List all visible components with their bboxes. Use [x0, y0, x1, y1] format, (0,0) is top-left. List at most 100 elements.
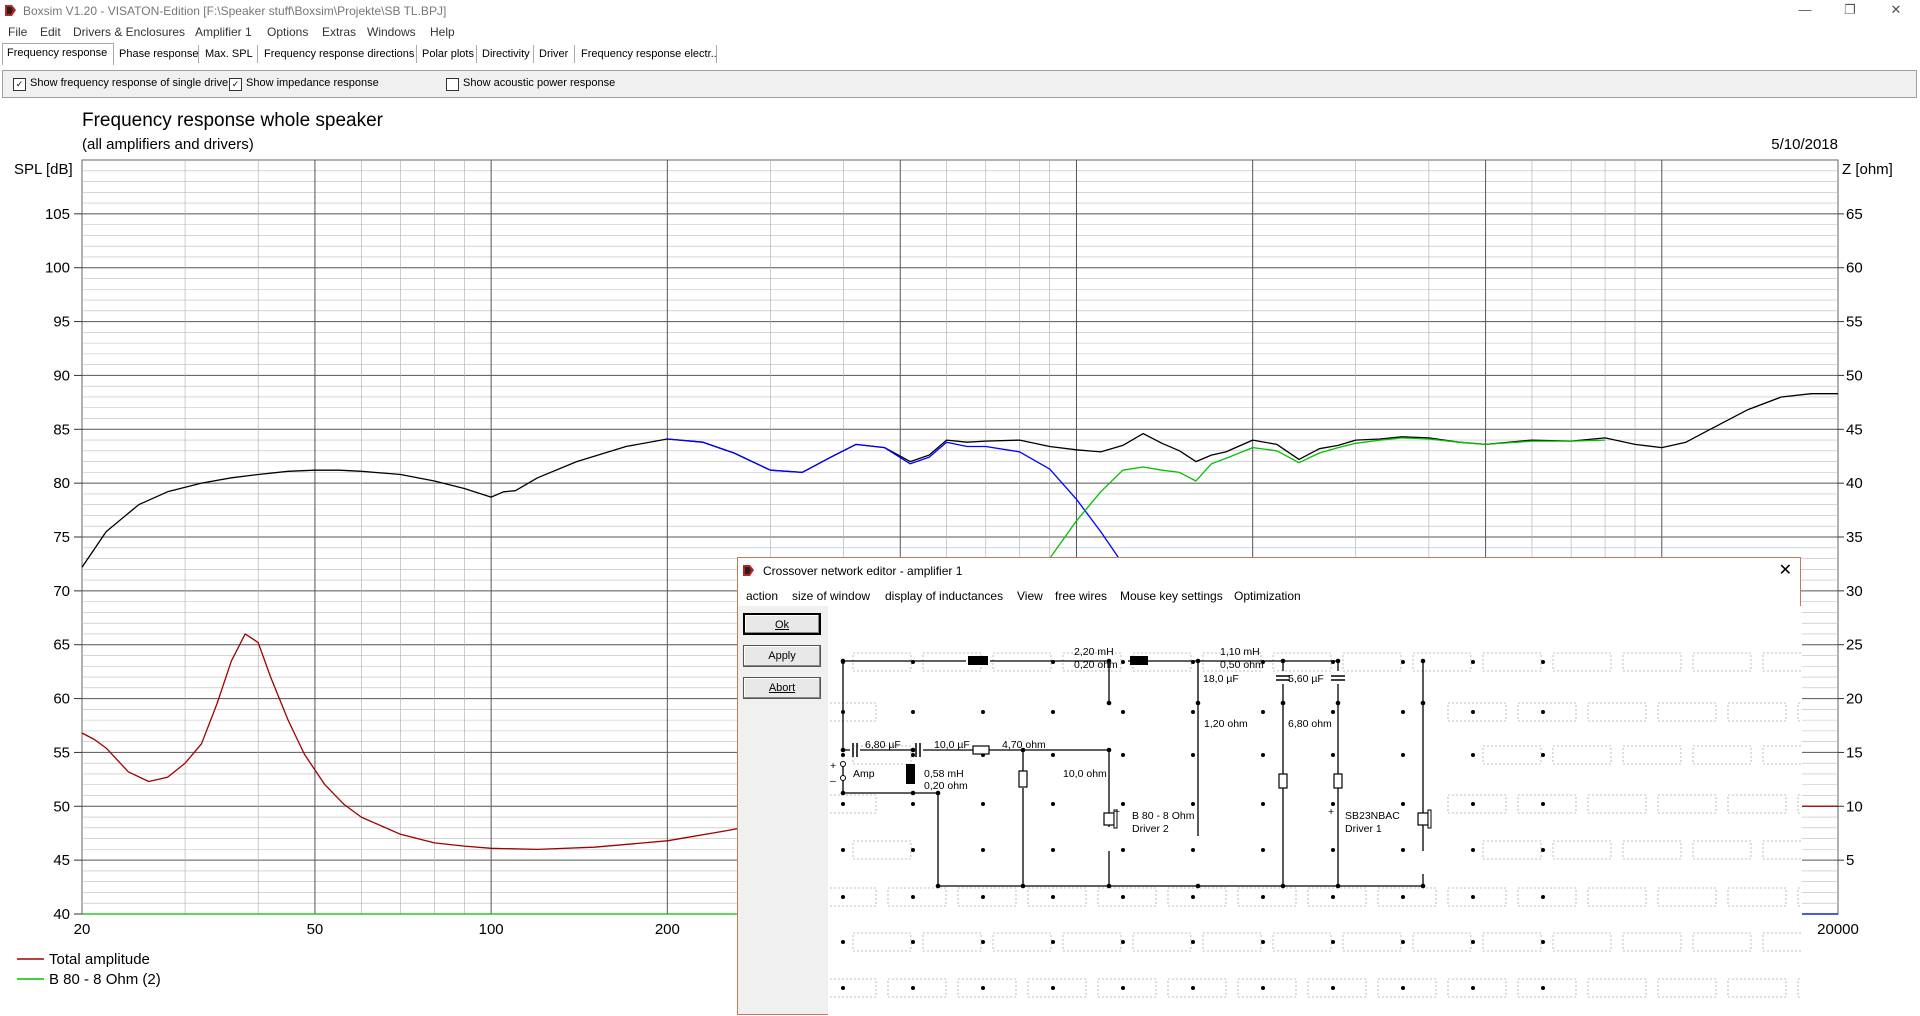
- xmenu-optimization[interactable]: Optimization: [1234, 589, 1301, 603]
- grid-dot: [1121, 802, 1125, 806]
- ok-button[interactable]: Ok: [743, 613, 821, 635]
- resistor-symbol: [972, 745, 990, 755]
- tab-frequency-response-electr[interactable]: Frequency response electr..: [577, 45, 717, 63]
- xmenu-action[interactable]: action: [746, 589, 779, 603]
- grid-dot: [1541, 753, 1545, 757]
- grid-dot: [1331, 940, 1335, 944]
- single-drive-checkbox[interactable]: ✓: [13, 78, 26, 91]
- driver1-name: SB23NBAC: [1345, 810, 1400, 822]
- grid-dot: [1541, 986, 1545, 990]
- xmenu-mouse-key-settings[interactable]: Mouse key settings: [1120, 589, 1223, 603]
- empty-slot: [828, 702, 877, 722]
- l2-value: 1,10 mH: [1220, 646, 1260, 658]
- empty-slot: [1412, 652, 1472, 672]
- tab-max-spl[interactable]: Max. SPL: [201, 45, 258, 63]
- tab-driver[interactable]: Driver: [535, 45, 575, 63]
- amp-terminal-plus: [840, 761, 846, 767]
- y-tick-label: 90: [53, 367, 70, 384]
- minus-terminal: –: [830, 775, 836, 787]
- impedance-checkbox[interactable]: ✓: [229, 78, 242, 91]
- title-bar: Boxsim V1.20 - VISATON-Edition [F:\Speak…: [0, 0, 1920, 22]
- tab-polar-plots[interactable]: Polar plots: [418, 45, 477, 63]
- junction-dot: [1280, 658, 1286, 664]
- grid-dot: [1191, 986, 1195, 990]
- apply-button[interactable]: Apply: [743, 645, 821, 667]
- grid-dot: [1401, 986, 1405, 990]
- empty-slot: [1377, 978, 1437, 998]
- tab-directivity[interactable]: Directivity: [478, 45, 534, 63]
- tab-frequency-response-directions[interactable]: Frequency response directions: [260, 45, 417, 63]
- xmenu-size-of-window[interactable]: size of window: [792, 589, 871, 603]
- junction-dot: [1020, 747, 1026, 753]
- menu-extras[interactable]: Extras: [322, 25, 357, 39]
- empty-slot: [957, 978, 1017, 998]
- y-tick-label: 100: [45, 260, 70, 277]
- menu-drivers-enclosures[interactable]: Drivers & Enclosures: [73, 25, 186, 39]
- r3-value: 4,70 ohm: [1002, 739, 1046, 751]
- junction-dot: [1106, 658, 1112, 664]
- components: [840, 656, 1432, 889]
- empty-slot: [1727, 794, 1787, 814]
- tab-frequency-response[interactable]: Frequency response: [2, 43, 114, 65]
- crossover-schematic: 2,20 mH 0,20 ohm 1,10 mH 0,50 ohm 18,0 µ…: [828, 646, 1802, 998]
- xmenu-display-of-inductances[interactable]: display of inductances: [885, 589, 1004, 603]
- restore-button[interactable]: ❐: [1844, 2, 1856, 17]
- xmenu-free-wires[interactable]: free wires: [1055, 589, 1108, 603]
- crossover-menu-bar: action size of window display of inducta…: [738, 584, 1800, 606]
- driver2-plus: +: [1114, 806, 1120, 818]
- empty-slot: [1062, 932, 1122, 952]
- empty-slot: [1412, 932, 1472, 952]
- c2-value: 5,60 µF: [1288, 673, 1324, 685]
- empty-slot: [1097, 978, 1157, 998]
- minimize-button[interactable]: —: [1798, 2, 1812, 17]
- grid-dot: [1471, 986, 1475, 990]
- grid-dot: [911, 895, 915, 899]
- junction-dot: [840, 790, 846, 796]
- window-title: Boxsim V1.20 - VISATON-Edition [F:\Speak…: [23, 4, 447, 18]
- menu-edit[interactable]: Edit: [40, 25, 61, 39]
- empty-slot: [1482, 840, 1542, 860]
- close-icon[interactable]: ✕: [1778, 562, 1792, 579]
- menu-help[interactable]: Help: [430, 25, 455, 39]
- abort-button[interactable]: Abort: [743, 677, 821, 699]
- empty-slot: [828, 794, 877, 814]
- y2-tick-label: 65: [1846, 206, 1863, 223]
- chart-date: 5/10/2018: [1771, 136, 1838, 153]
- junction-dot: [840, 658, 846, 664]
- menu-file[interactable]: File: [8, 25, 28, 39]
- grid-dot: [1191, 940, 1195, 944]
- grid-dot: [1051, 940, 1055, 944]
- close-button[interactable]: ✕: [1890, 2, 1902, 17]
- empty-slot: [1482, 745, 1542, 765]
- empty-slot: [1762, 840, 1802, 860]
- grid-dot: [1121, 710, 1125, 714]
- inductor-symbol: [906, 764, 915, 784]
- empty-slot: [1272, 652, 1332, 672]
- empty-slot: [1762, 745, 1802, 765]
- empty-slot: [887, 887, 947, 907]
- xmenu-view[interactable]: View: [1017, 589, 1043, 603]
- empty-slot: [1762, 932, 1802, 952]
- c1-value: 18,0 µF: [1203, 673, 1239, 685]
- grid-dot: [1051, 710, 1055, 714]
- grid-dot: [1471, 802, 1475, 806]
- junction-dot: [1280, 700, 1286, 706]
- driver-cone: [1113, 809, 1118, 829]
- menu-windows[interactable]: Windows: [367, 25, 416, 39]
- chart-series: [81, 393, 1838, 915]
- y-tick-label: 45: [53, 852, 70, 869]
- menu-options[interactable]: Options: [267, 25, 309, 39]
- acoustic-power-checkbox[interactable]: [446, 78, 459, 91]
- empty-slot: [1727, 702, 1787, 722]
- junction-dot: [1335, 700, 1341, 706]
- grid-dot: [1051, 848, 1055, 852]
- l2-resistance: 0,50 ohm: [1220, 659, 1264, 671]
- menu-amplifier-1[interactable]: Amplifier 1: [195, 25, 252, 39]
- empty-slot: [1447, 794, 1507, 814]
- empty-slot: [1552, 932, 1612, 952]
- tab-phase-response[interactable]: Phase response: [115, 45, 199, 63]
- driver1-label: Driver 1: [1345, 823, 1382, 835]
- driver2-label: Driver 2: [1132, 823, 1169, 835]
- amp-terminal-minus: [840, 775, 846, 781]
- crossover-schematic-canvas[interactable]: 2,20 mH 0,20 ohm 1,10 mH 0,50 ohm 18,0 µ…: [828, 606, 1802, 1016]
